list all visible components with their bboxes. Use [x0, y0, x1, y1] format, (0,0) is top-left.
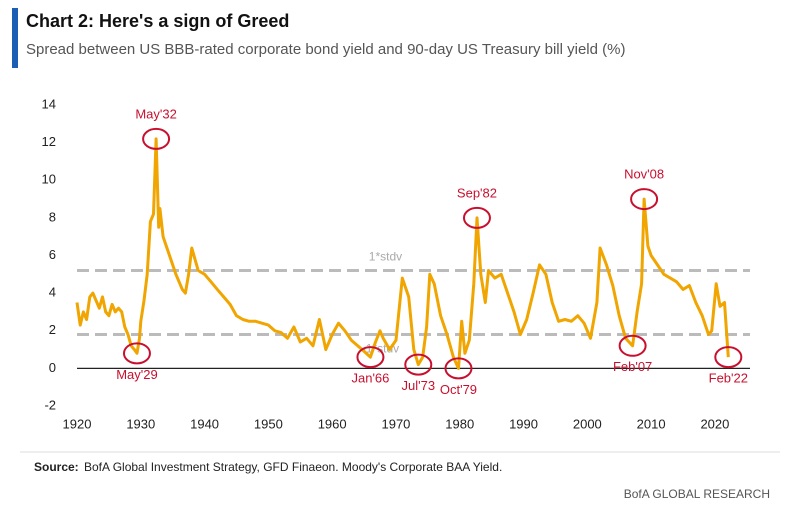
chart-title: Chart 2: Here's a sign of Greed [26, 11, 289, 31]
annotation-circle [618, 334, 647, 357]
stdv-label: 1*stdv [369, 250, 402, 264]
annotation-label: Nov'08 [624, 167, 664, 182]
annotation-label: Sep'82 [457, 185, 497, 200]
y-tick-label: -2 [44, 397, 56, 412]
x-tick-label: 2000 [573, 416, 602, 431]
x-tick-label: 1960 [318, 416, 347, 431]
annotation-circle [630, 188, 659, 211]
annotation-label: Oct'79 [440, 382, 477, 397]
x-tick-label: 1990 [509, 416, 538, 431]
annotation-label: Jul'73 [402, 378, 436, 393]
y-tick-label: 4 [49, 285, 56, 300]
title-accent [12, 8, 18, 68]
x-tick-label: 1920 [63, 416, 92, 431]
annotation-label: May'29 [116, 367, 158, 382]
annotation-label: Feb'22 [709, 371, 748, 386]
annotation-label: Jan'66 [351, 371, 389, 386]
source-text: BofA Global Investment Strategy, GFD Fin… [84, 460, 502, 474]
x-tick-label: 2020 [700, 416, 729, 431]
annotation-circle [404, 353, 433, 376]
chart-subtitle: Spread between US BBB-rated corporate bo… [26, 41, 625, 58]
footer: BofA GLOBAL RESEARCH [624, 487, 770, 501]
y-tick-label: 12 [42, 134, 56, 149]
x-tick-label: 1970 [381, 416, 410, 431]
x-tick-label: 2010 [637, 416, 666, 431]
annotation-label: Feb'07 [613, 359, 652, 374]
y-tick-label: 8 [49, 209, 56, 224]
source-label: Source: [34, 460, 79, 474]
annotation-circle [444, 357, 473, 380]
annotation-circle [462, 206, 491, 229]
annotation-label: May'32 [135, 106, 177, 121]
x-tick-label: 1950 [254, 416, 283, 431]
y-tick-label: 6 [49, 247, 56, 262]
y-tick-label: 14 [42, 96, 56, 111]
annotation-circle [142, 127, 171, 150]
annotation-circle [356, 346, 385, 369]
y-tick-label: 0 [49, 360, 56, 375]
spread-line [75, 137, 730, 370]
x-tick-label: 1940 [190, 416, 219, 431]
x-tick-label: 1930 [126, 416, 155, 431]
y-tick-label: 2 [49, 322, 56, 337]
annotation-circle [122, 342, 151, 365]
x-tick-label: 1980 [445, 416, 474, 431]
annotation-circle [714, 346, 743, 369]
y-tick-label: 10 [42, 172, 56, 187]
